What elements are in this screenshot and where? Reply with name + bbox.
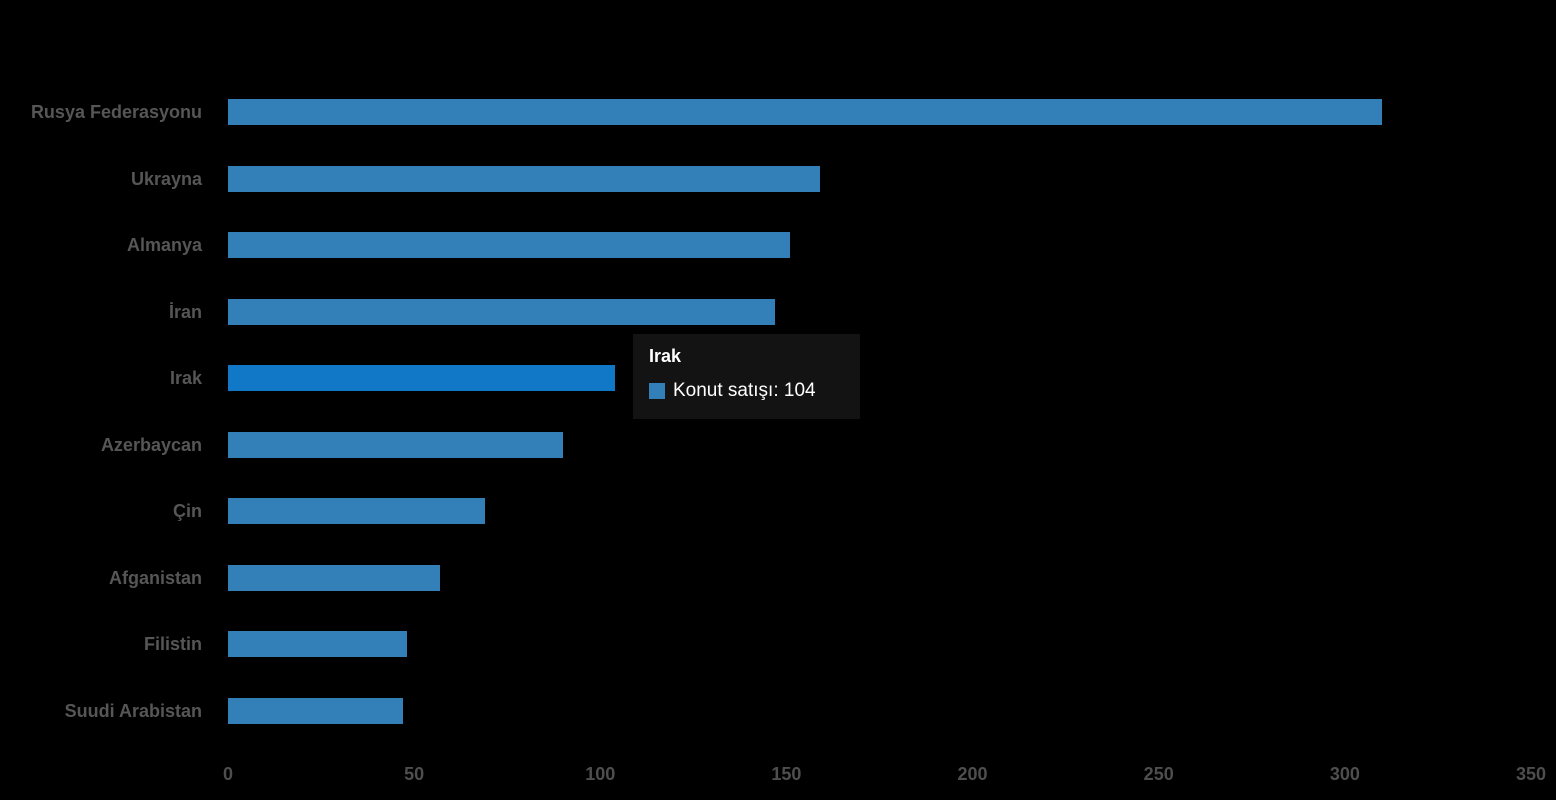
tooltip-value-text: Konut satışı: 104 — [673, 380, 816, 401]
series-swatch-icon — [649, 383, 665, 399]
bar[interactable] — [228, 165, 820, 192]
bar[interactable] — [228, 365, 615, 391]
category-label: Çin — [173, 501, 202, 521]
category-label: Afganistan — [108, 567, 202, 588]
category-label: Ukrayna — [130, 168, 202, 189]
bar[interactable] — [228, 298, 775, 325]
tooltip-title: Irak — [649, 346, 682, 366]
category-label: Irak — [169, 368, 202, 388]
bar[interactable] — [228, 498, 485, 524]
x-tick-label: 300 — [1329, 764, 1360, 784]
bar[interactable] — [228, 697, 403, 724]
bar[interactable] — [228, 631, 407, 657]
x-tick-label: 200 — [957, 764, 988, 784]
x-tick-label: 0 — [222, 764, 234, 784]
x-tick-label: 250 — [1143, 764, 1174, 784]
category-label: Azerbaycan — [100, 434, 202, 455]
x-tick-label: 50 — [404, 764, 425, 784]
x-tick-label: 150 — [771, 764, 802, 784]
category-label: Suudi Arabistan — [64, 700, 202, 721]
category-label: Filistin — [144, 634, 202, 654]
category-label: İran — [168, 301, 202, 322]
bar[interactable] — [228, 99, 1382, 125]
tooltip-series-row: Konut satışı: 104 — [649, 380, 844, 402]
category-label: Rusya Federasyonu — [30, 102, 202, 122]
bar[interactable] — [228, 232, 790, 258]
x-tick-label: 100 — [585, 764, 616, 784]
category-label: Almanya — [126, 235, 202, 255]
bar[interactable] — [228, 431, 563, 458]
bar[interactable] — [228, 564, 440, 591]
x-tick-label: 350 — [1515, 764, 1547, 784]
tooltip: Irak Konut satışı: 104 — [633, 334, 860, 419]
